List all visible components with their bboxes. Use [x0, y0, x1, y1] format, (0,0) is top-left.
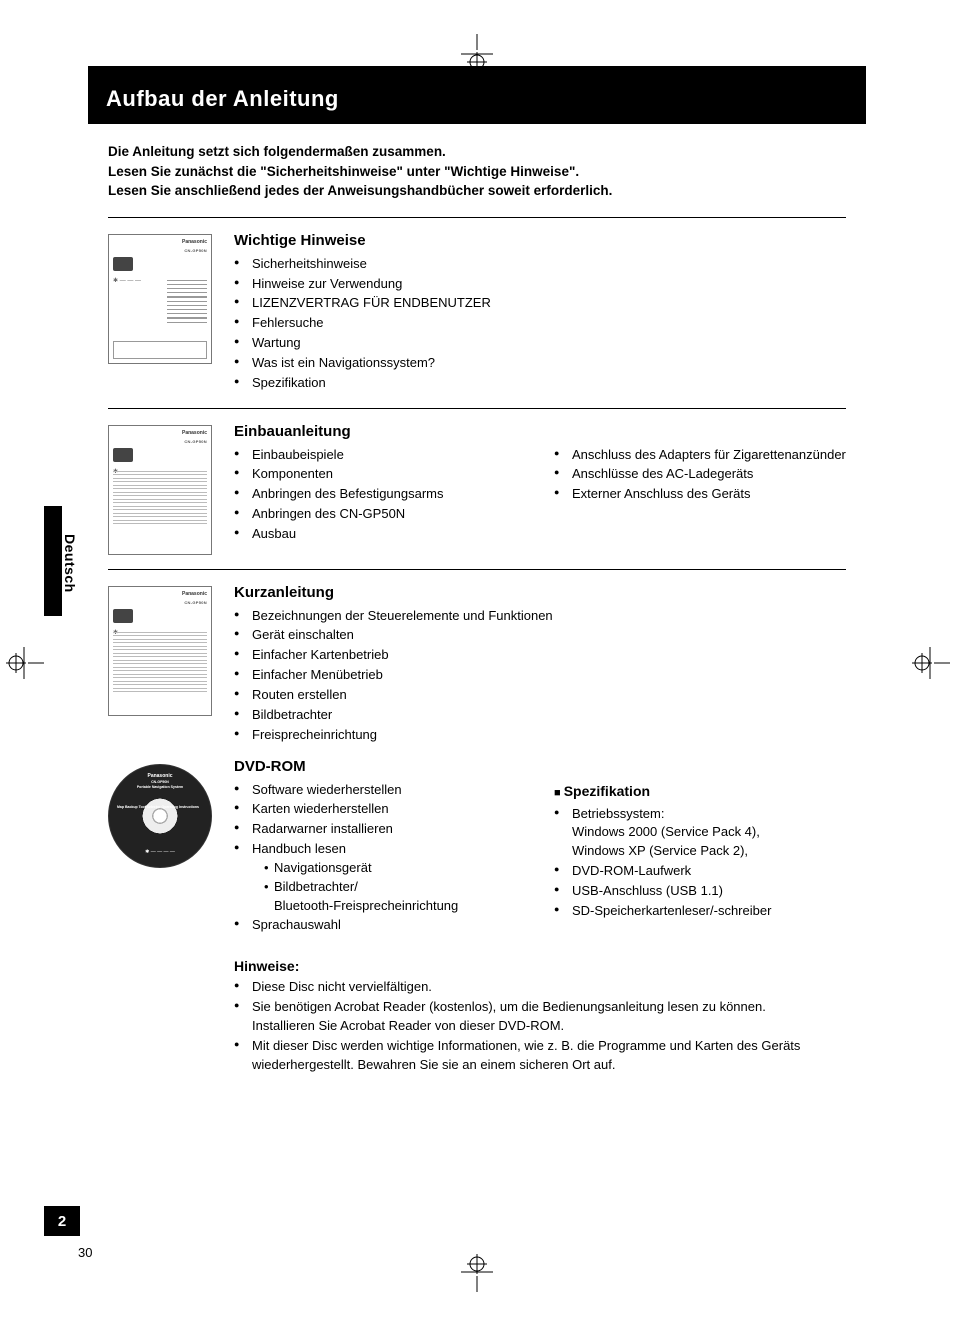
list-item: Wartung — [234, 334, 846, 353]
intro-line: Die Anleitung setzt sich folgendermaßen … — [108, 142, 846, 162]
disc-icon: Panasonic CN-GP50N Portable Navigation S… — [108, 764, 212, 868]
list-item: Diese Disc nicht vervielfältigen. — [234, 978, 846, 997]
page-number: 30 — [78, 1245, 92, 1260]
bullet-list: Sicherheitshinweise Hinweise zur Verwend… — [234, 255, 846, 393]
intro-line: Lesen Sie anschließend jedes der Anweisu… — [108, 181, 846, 201]
list-item: Gerät einschalten — [234, 626, 846, 645]
list-item: DVD-ROM-Laufwerk — [554, 862, 846, 881]
bullet-list: Diese Disc nicht vervielfältigen. Sie be… — [234, 978, 846, 1074]
list-item: SD-Speicherkartenleser/-schreiber — [554, 902, 846, 921]
list-item: Betriebssystem: Windows 2000 (Service Pa… — [554, 805, 846, 862]
spec-heading: Spezifikation — [554, 783, 846, 799]
list-item: Komponenten — [234, 465, 526, 484]
thumbnail: Panasonic CN-GP50N ✱ — — — — [108, 584, 216, 746]
section-heading: Kurzanleitung — [234, 584, 846, 601]
list-item: Routen erstellen — [234, 686, 846, 705]
list-item: Einfacher Kartenbetrieb — [234, 646, 846, 665]
list-item: Anbringen des Befestigungsarms — [234, 485, 526, 504]
list-item: Spezifikation — [234, 374, 846, 393]
list-item: Hinweise zur Verwendung — [234, 275, 846, 294]
side-black-tab — [44, 506, 62, 616]
section-heading: DVD-ROM — [234, 758, 846, 775]
sub-item: Bildbetrachter/ Bluetooth-Freisprecheinr… — [264, 878, 526, 916]
list-item: Bezeichnungen der Steuerelemente und Fun… — [234, 607, 846, 626]
crop-mark-left — [4, 643, 44, 683]
bullet-list: Einbaubeispiele Komponenten Anbringen de… — [234, 446, 526, 544]
notes-heading: Hinweise: — [234, 958, 846, 974]
section-heading: Wichtige Hinweise — [234, 232, 846, 249]
title-bar: Aufbau der Anleitung — [88, 66, 866, 124]
list-item: Anschlüsse des AC-Ladegeräts — [554, 465, 846, 484]
list-item: USB-Anschluss (USB 1.1) — [554, 882, 846, 901]
bullet-list: Betriebssystem: Windows 2000 (Service Pa… — [554, 805, 846, 921]
list-item: Was ist ein Navigationssystem? — [234, 354, 846, 373]
section-kurzanleitung: Panasonic CN-GP50N ✱ — — — Kurzanleitung… — [88, 578, 866, 752]
list-item: Sie benötigen Acrobat Reader (kostenlos)… — [234, 998, 846, 1036]
thumbnail: Panasonic CN-GP50N ✱ — — — — [108, 423, 216, 555]
section-wichtige-hinweise: Panasonic CN-GP50N ✱ — — — Wichtige Hinw… — [88, 226, 866, 400]
section-heading: Einbauanleitung — [234, 423, 846, 440]
list-item: Bildbetrachter — [234, 706, 846, 725]
divider — [108, 408, 846, 409]
section-number-badge: 2 — [44, 1206, 80, 1236]
list-item: Handbuch lesen Navigationsgerät Bildbetr… — [234, 840, 526, 915]
page-title: Aufbau der Anleitung — [106, 86, 848, 112]
list-item: Externer Anschluss des Geräts — [554, 485, 846, 504]
thumbnail-disc: Panasonic CN-GP50N Portable Navigation S… — [108, 758, 216, 1076]
bullet-list: Anschluss des Adapters für Zigarettenanz… — [554, 446, 846, 505]
list-item: Fehlersuche — [234, 314, 846, 333]
divider — [108, 569, 846, 570]
list-item: Sicherheitshinweise — [234, 255, 846, 274]
intro-line: Lesen Sie zunächst die "Sicherheitshinwe… — [108, 162, 846, 182]
intro-block: Die Anleitung setzt sich folgendermaßen … — [108, 142, 846, 201]
list-item: Sprachauswahl — [234, 916, 526, 935]
list-item: Freisprecheinrichtung — [234, 726, 846, 745]
crop-mark-right — [910, 643, 950, 683]
list-item: Radarwarner installieren — [234, 820, 526, 839]
list-item: Anbringen des CN-GP50N — [234, 505, 526, 524]
list-item: Anschluss des Adapters für Zigarettenanz… — [554, 446, 846, 465]
language-tab: Deutsch — [62, 534, 78, 593]
bullet-list: Bezeichnungen der Steuerelemente und Fun… — [234, 607, 846, 745]
list-item: Ausbau — [234, 525, 526, 544]
sub-item: Navigationsgerät — [264, 859, 526, 878]
thumbnail: Panasonic CN-GP50N ✱ — — — — [108, 232, 216, 394]
notes-block: Hinweise: Diese Disc nicht vervielfältig… — [234, 958, 846, 1074]
divider — [108, 217, 846, 218]
section-dvd-rom: Panasonic CN-GP50N Portable Navigation S… — [88, 752, 866, 1082]
list-item: Einbaubeispiele — [234, 446, 526, 465]
list-item: Einfacher Menübetrieb — [234, 666, 846, 685]
list-item: LIZENZVERTRAG FÜR ENDBENUTZER — [234, 294, 846, 313]
section-einbauanleitung: Panasonic CN-GP50N ✱ — — — Einbauanleitu… — [88, 417, 866, 561]
list-item: Mit dieser Disc werden wichtige Informat… — [234, 1037, 846, 1075]
list-item: Karten wiederherstellen — [234, 800, 526, 819]
page: Deutsch 2 30 Aufbau der Anleitung Die An… — [88, 56, 866, 1270]
list-item: Software wiederherstellen — [234, 781, 526, 800]
bullet-list: Software wiederherstellen Karten wiederh… — [234, 781, 526, 936]
